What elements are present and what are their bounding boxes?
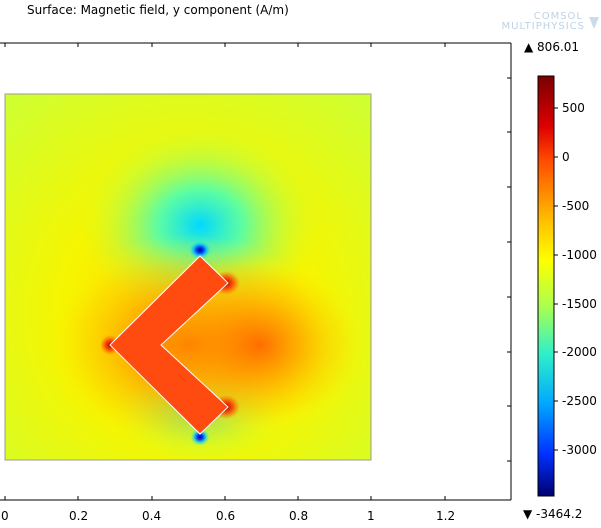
colorbar-gradient <box>537 75 555 497</box>
x-tick-label: 0.2 <box>69 509 88 523</box>
colorbar-tick-label: -1000 <box>562 248 597 262</box>
colorbar-tick-label: -2500 <box>562 394 597 408</box>
logo-mark-icon <box>589 17 599 29</box>
logo-text-line1: COMSOL <box>533 11 583 22</box>
plot-title: Surface: Magnetic field, y component (A/… <box>27 3 289 17</box>
colorbar-tick-label: -3000 <box>562 443 597 457</box>
x-axis-labels: 0 0.2 0.4 0.6 0.8 1 1.2 <box>1 509 455 523</box>
colorbar-tick-label: 500 <box>562 101 585 115</box>
plot-axes <box>0 42 512 501</box>
comsol-logo: COMSOL MULTIPHYSICS <box>501 11 599 35</box>
colorbar-tick-label: -2000 <box>562 345 597 359</box>
colorbar-tick-label: -1500 <box>562 297 597 311</box>
colorbar-max-label: ▲ 806.01 <box>524 40 579 54</box>
x-tick-label: 0.8 <box>289 509 308 523</box>
logo-text-line2: MULTIPHYSICS <box>501 21 585 32</box>
colorbar-tick-label: -500 <box>562 199 589 213</box>
colorbar-tick-label: 0 <box>562 150 570 164</box>
x-tick-label: 0.6 <box>216 509 235 523</box>
colorbar-min-label: ▼ -3464.2 <box>523 507 582 521</box>
colorbar: ▲ 806.01 500 0 -500 -1000 -1500 -2000 -2… <box>523 40 597 521</box>
x-tick-label: 1 <box>367 509 375 523</box>
x-tick-label: 0.4 <box>142 509 161 523</box>
magnet-shape <box>109 255 229 435</box>
x-tick-label: 0 <box>1 509 9 523</box>
x-tick-label: 1.2 <box>436 509 455 523</box>
domain-border <box>4 93 372 461</box>
